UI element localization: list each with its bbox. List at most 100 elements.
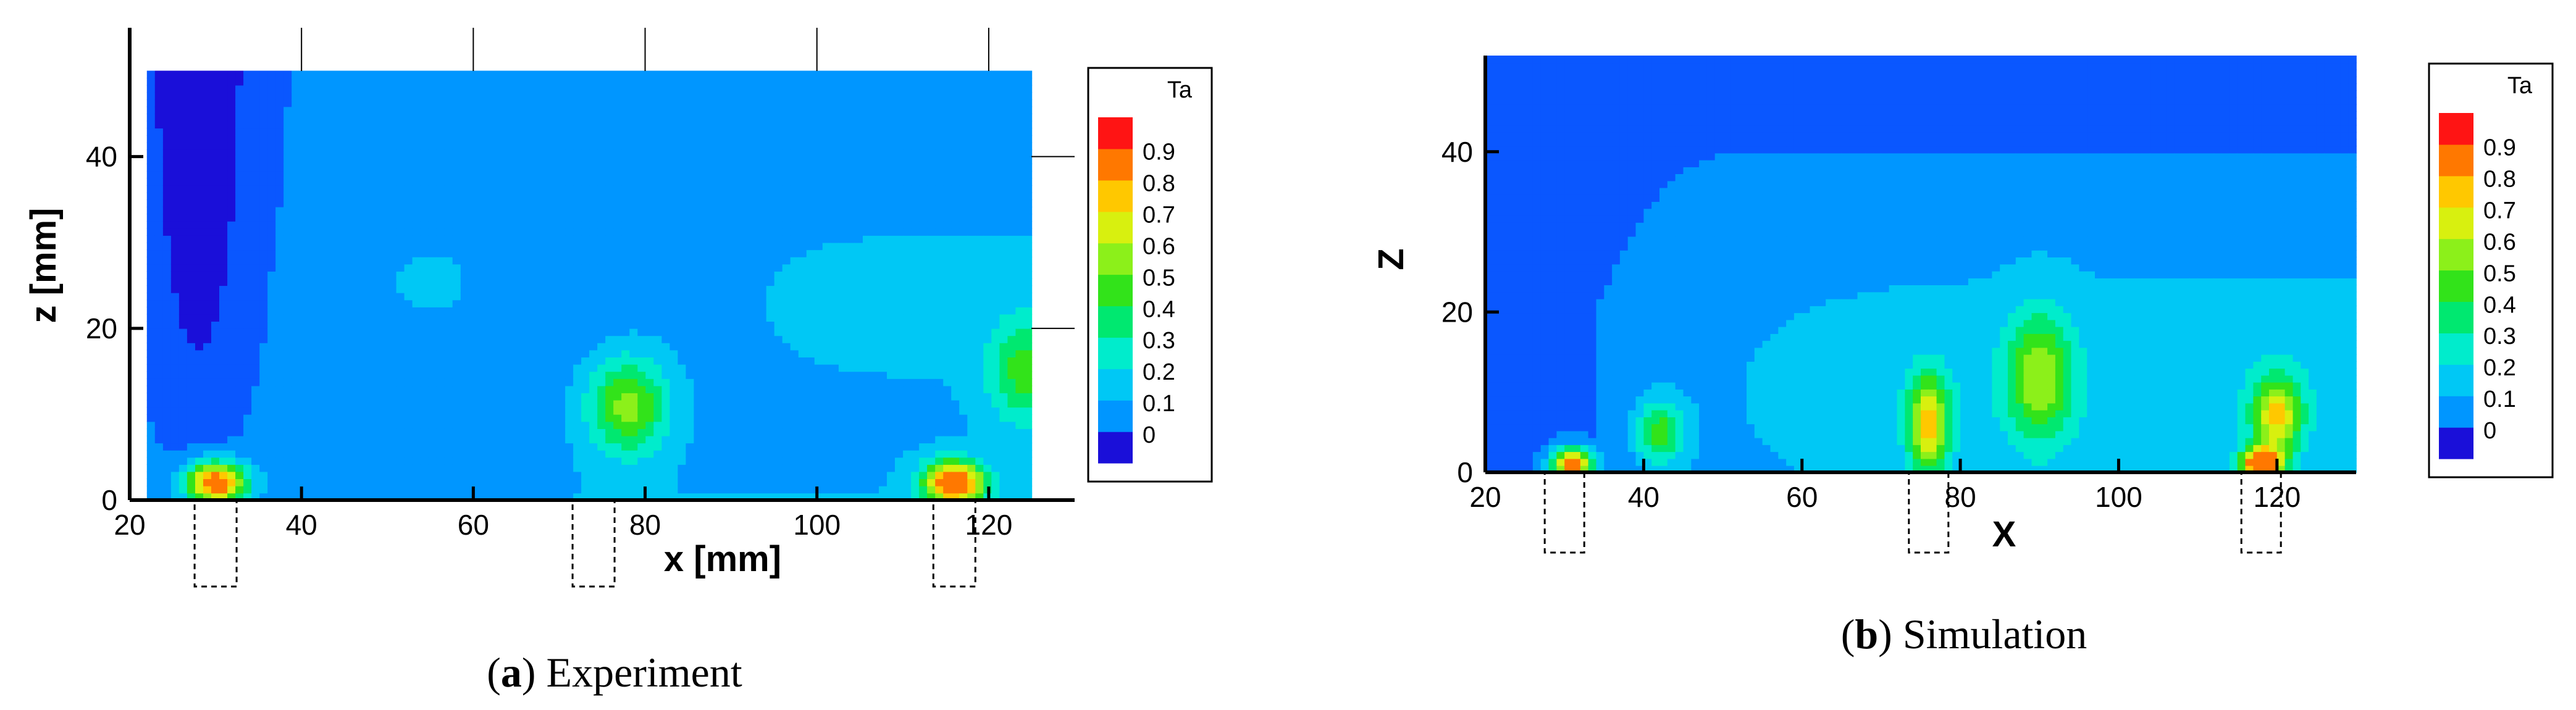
contour-cell (645, 435, 655, 444)
contour-cell (227, 199, 236, 207)
contour-cell (428, 178, 437, 186)
contour-cell (340, 206, 349, 215)
contour-cell (742, 364, 751, 372)
contour-cell (380, 92, 389, 100)
contour-cell (678, 321, 687, 329)
contour-cell (798, 192, 807, 200)
contour-cell (694, 85, 703, 93)
contour-cell (565, 242, 574, 251)
contour-cell (316, 349, 325, 357)
contour-cell (734, 106, 743, 114)
contour-cell (661, 328, 671, 336)
contour-cell (348, 70, 357, 78)
contour-cell (388, 214, 397, 222)
contour-cell (605, 256, 614, 265)
contour-cell (178, 192, 188, 200)
contour-cell (146, 471, 156, 479)
contour-cell (404, 457, 413, 465)
contour-cell (420, 464, 429, 472)
contour-cell (412, 464, 421, 472)
contour-cell (798, 393, 807, 401)
contour-cell (782, 78, 791, 86)
contour-cell (396, 299, 405, 307)
contour-cell (404, 271, 413, 279)
contour-cell (774, 271, 783, 279)
contour-cell (637, 443, 647, 451)
contour-cell (758, 78, 767, 86)
contour-cell (380, 292, 389, 301)
contour-cell (356, 321, 365, 329)
contour-cell (444, 378, 453, 386)
contour-cell (621, 371, 630, 379)
contour-cell (460, 221, 469, 229)
contour-cell (565, 135, 574, 143)
contour-cell (308, 249, 317, 257)
contour-cell (308, 357, 317, 365)
contour-cell (332, 70, 341, 78)
contour-cell (372, 449, 381, 458)
contour-cell (468, 128, 477, 136)
contour-cell (718, 128, 727, 136)
contour-cell (444, 471, 453, 479)
contour-cell (372, 128, 381, 136)
contour-cell (308, 78, 317, 86)
contour-cell (533, 321, 542, 329)
contour-cell (766, 164, 775, 172)
contour-cell (412, 120, 421, 129)
contour-cell (645, 85, 655, 93)
contour-cell (565, 299, 574, 307)
contour-cell (758, 449, 767, 458)
contour-cell (235, 128, 244, 136)
contour-cell (621, 321, 630, 329)
contour-cell (726, 256, 735, 265)
contour-cell (283, 206, 292, 215)
contour-cell (195, 92, 204, 100)
contour-cell (420, 185, 429, 193)
contour-cell (605, 443, 614, 451)
contour-cell (227, 393, 236, 401)
contour-cell (420, 192, 429, 200)
contour-cell (162, 185, 172, 193)
contour-cell (380, 85, 389, 93)
contour-cell (211, 393, 220, 401)
contour-cell (541, 364, 550, 372)
contour-cell (396, 85, 405, 93)
contour-cell (332, 256, 341, 265)
contour-cell (613, 335, 622, 343)
contour-cell (758, 385, 767, 393)
contour-cell (372, 378, 381, 386)
contour-cell (396, 114, 405, 122)
contour-cell (332, 428, 341, 436)
contour-cell (388, 393, 397, 401)
contour-cell (718, 242, 727, 251)
contour-cell (516, 378, 526, 386)
contour-cell (203, 85, 212, 93)
contour-cell (154, 292, 164, 301)
contour-cell (549, 70, 558, 78)
contour-cell (492, 106, 501, 114)
contour-cell (645, 335, 655, 343)
contour-cell (798, 349, 807, 357)
contour-cell (645, 242, 655, 251)
contour-cell (316, 285, 325, 293)
contour-cell (178, 385, 188, 393)
contour-cell (669, 364, 679, 372)
contour-cell (187, 164, 196, 172)
contour-cell (806, 314, 815, 322)
contour-cell (162, 114, 172, 122)
contour-cell (146, 364, 156, 372)
contour-cell (356, 428, 365, 436)
contour-cell (750, 264, 759, 272)
contour-cell (613, 407, 622, 415)
contour-cell (605, 221, 614, 229)
contour-cell (484, 264, 493, 272)
contour-cell (605, 206, 614, 215)
contour-cell (766, 299, 775, 307)
contour-cell (452, 249, 461, 257)
contour-cell (300, 435, 309, 444)
contour-cell (187, 414, 196, 422)
contour-cell (380, 378, 389, 386)
contour-cell (275, 443, 284, 451)
contour-cell (283, 449, 292, 458)
